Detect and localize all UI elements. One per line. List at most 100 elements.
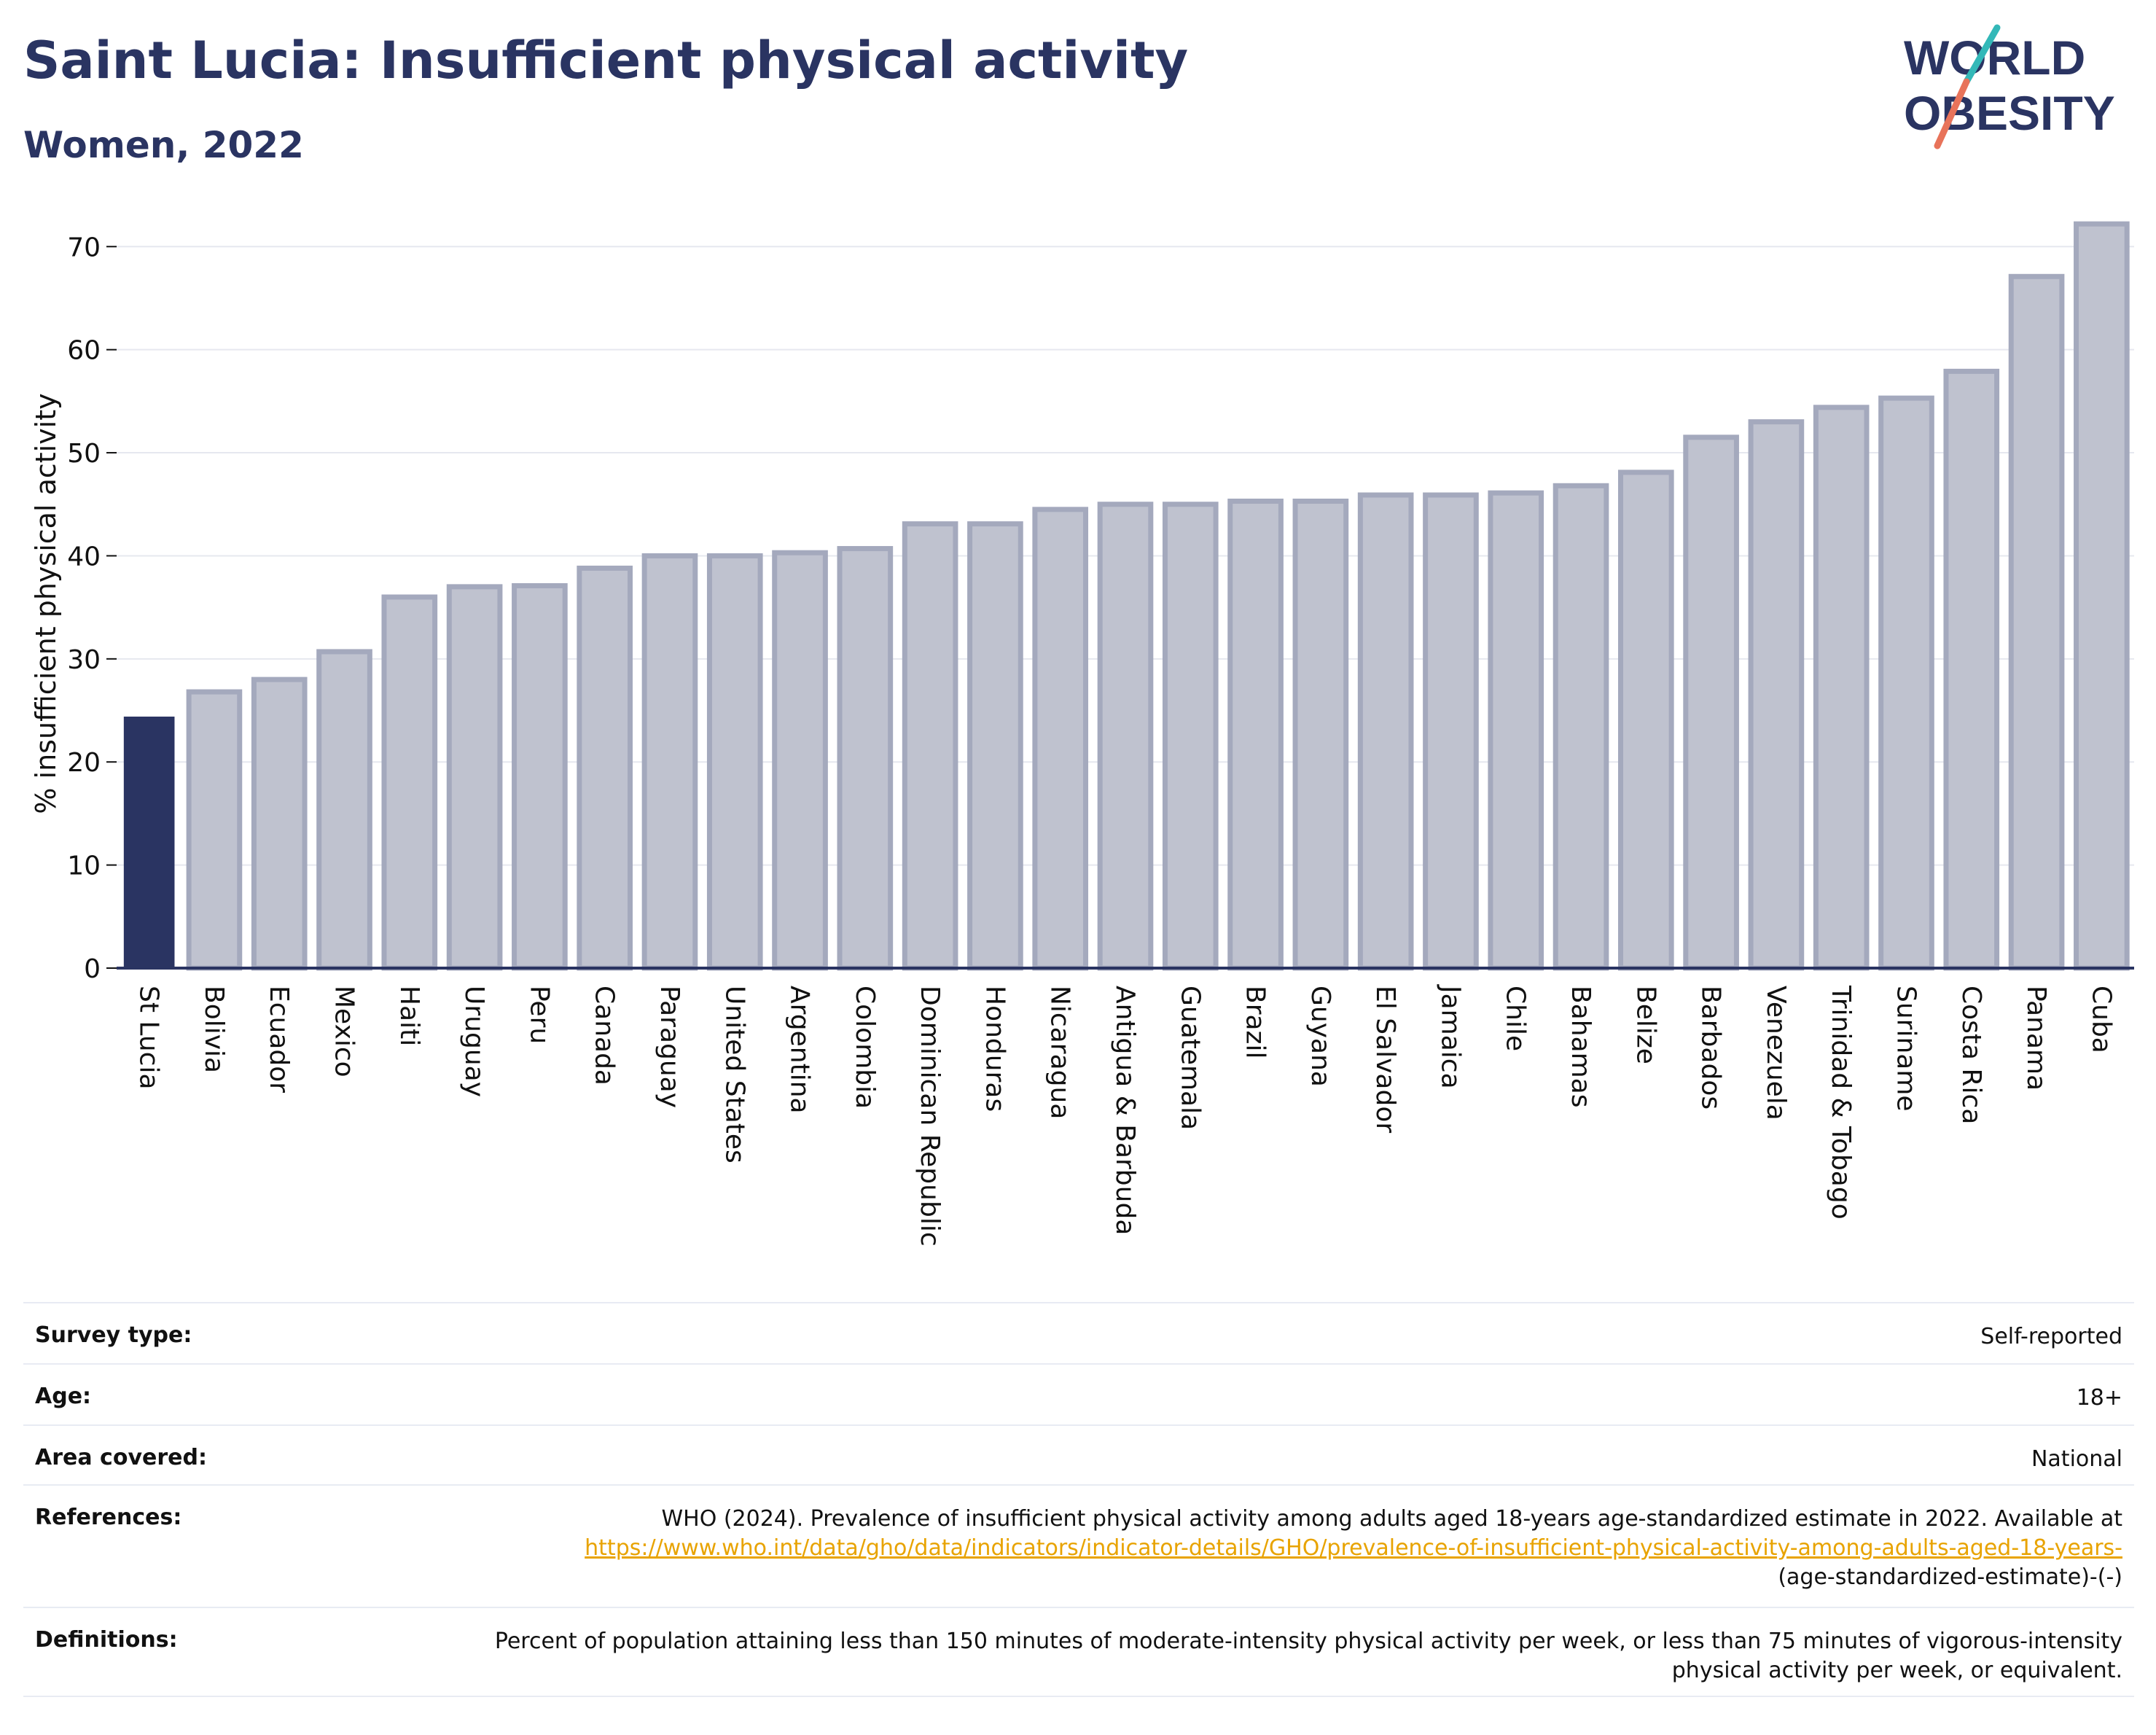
- x-tick-label: Barbados: [1696, 986, 1726, 1110]
- meta-label: Area covered:: [35, 1445, 207, 1470]
- bar-costa-rica: [1943, 368, 2000, 971]
- bar-peru: [512, 582, 568, 971]
- bar-guatemala: [1162, 502, 1219, 971]
- bar-suriname: [1878, 395, 1934, 971]
- bar-united-states: [706, 553, 763, 971]
- chart-title: Saint Lucia: Insufficient physical activ…: [23, 31, 1189, 90]
- x-tick-label: Honduras: [980, 986, 1009, 1112]
- bar-mexico: [316, 649, 372, 971]
- x-tick-label: Peru: [524, 986, 554, 1044]
- x-tick-label: Uruguay: [459, 986, 489, 1097]
- bar-barbados: [1683, 434, 1739, 971]
- bar-chart: 0 10 20 30 40 50 60 70 St Lucia Bolivia Ecuador Mex…: [30, 221, 2134, 1247]
- bar-venezuela: [1748, 419, 1805, 971]
- logo-text-obesity: OBESITY: [1904, 86, 2115, 140]
- logo-text-world: WORLD: [1904, 31, 2085, 85]
- x-tick-label: Costa Rica: [1956, 986, 1986, 1124]
- x-tick-label: Belize: [1630, 986, 1660, 1064]
- bar-trinidad-tobago: [1813, 405, 1870, 971]
- bar-el-salvador: [1357, 492, 1414, 971]
- x-tick-label: Cuba: [2086, 986, 2116, 1053]
- meta-row-definitions: Definitions: Percent of population attai…: [23, 1607, 2134, 1697]
- x-tick-label: Guyana: [1305, 986, 1335, 1087]
- x-tick-label: Haiti: [394, 986, 424, 1046]
- bar-paraguay: [641, 553, 698, 971]
- logo-slash-coral: [1934, 78, 1970, 149]
- x-tick-label: Dominican Republic: [915, 986, 945, 1247]
- bar-cuba: [2074, 221, 2130, 971]
- bar-antigua-barbuda: [1097, 502, 1154, 971]
- x-tick-label: Argentina: [785, 986, 815, 1114]
- bar-bolivia: [186, 689, 243, 971]
- meta-row-area-covered: Area covered: National: [23, 1424, 2134, 1484]
- meta-value: WHO (2024). Prevalence of insufficient p…: [534, 1505, 2122, 1592]
- meta-row-age: Age: 18+: [23, 1363, 2134, 1424]
- x-tick-label: Canada: [590, 986, 620, 1085]
- x-tick-label: Venezuela: [1761, 986, 1791, 1120]
- x-tick-label: El Salvador: [1370, 986, 1400, 1133]
- bar-colombia: [837, 546, 894, 971]
- x-tick-label: Brazil: [1241, 986, 1270, 1058]
- meta-label: References:: [35, 1505, 182, 1530]
- y-tick-label: 10: [67, 851, 101, 881]
- logo-slash-teal: [1963, 24, 2001, 85]
- bar-dominican-republic: [902, 521, 958, 971]
- x-tick-label: Paraguay: [655, 986, 684, 1108]
- meta-label: Survey type:: [35, 1322, 192, 1348]
- meta-row-references: References: WHO (2024). Prevalence of in…: [23, 1484, 2134, 1607]
- bar-honduras: [967, 521, 1023, 971]
- reference-text: WHO (2024). Prevalence of insufficient p…: [661, 1506, 2122, 1532]
- bar-haiti: [381, 594, 438, 971]
- x-tick-label: Jamaica: [1435, 984, 1465, 1089]
- y-tick-label: 40: [67, 542, 101, 572]
- bar-canada: [577, 565, 633, 971]
- bar-ecuador: [251, 677, 308, 971]
- meta-label: Definitions:: [35, 1627, 178, 1653]
- y-tick-label: 0: [84, 954, 101, 984]
- meta-value: Self-reported: [1980, 1324, 2122, 1349]
- bar-chile: [1488, 490, 1544, 971]
- bar-guyana: [1292, 499, 1349, 971]
- bar-st-lucia: [123, 717, 175, 968]
- x-tick-label: Colombia: [850, 986, 880, 1109]
- meta-row-survey-type: Survey type: Self-reported: [23, 1302, 2134, 1363]
- reference-link[interactable]: https://www.who.int/data/gho/data/indica…: [585, 1535, 2122, 1561]
- y-tick-label: 70: [67, 233, 101, 262]
- x-tick-label: Ecuador: [264, 986, 294, 1093]
- bar-bahamas: [1552, 483, 1609, 971]
- x-tick-label: Bahamas: [1566, 986, 1595, 1108]
- reference-text-suffix: (age-standardized-estimate)-(-): [1778, 1564, 2122, 1590]
- x-tick-label: United States: [719, 986, 749, 1163]
- bar-panama: [2008, 273, 2065, 971]
- bar-belize: [1617, 469, 1674, 971]
- y-tick-label: 60: [67, 336, 101, 366]
- x-tick-label: Guatemala: [1175, 986, 1205, 1130]
- chart-subtitle: Women, 2022: [23, 124, 304, 166]
- meta-value: 18+: [2076, 1385, 2122, 1411]
- x-tick-label: Chile: [1501, 986, 1531, 1051]
- bar-jamaica: [1423, 492, 1479, 971]
- x-tick-label: Trinidad & Tobago: [1826, 985, 1856, 1220]
- bar-brazil: [1227, 499, 1284, 971]
- bar-layer: [123, 221, 2130, 971]
- axis-layer: 0 10 20 30 40 50 60 70 St Lucia Bolivia Ecuador Mex…: [67, 233, 2134, 1247]
- bar-argentina: [772, 550, 828, 971]
- x-tick-label: Nicaragua: [1045, 986, 1075, 1119]
- meta-value: Percent of population attaining less tha…: [494, 1629, 2122, 1683]
- x-tick-label: Mexico: [329, 986, 359, 1077]
- meta-value: National: [2031, 1446, 2122, 1472]
- metadata-table: Survey type: Self-reported Age: 18+ Area…: [23, 1302, 2134, 1697]
- x-tick-label: Bolivia: [199, 986, 229, 1073]
- y-axis-label: % insufficient physical activity: [30, 393, 62, 814]
- world-obesity-logo: WORLD OBESITY: [1904, 24, 2115, 149]
- x-tick-label: St Lucia: [134, 986, 164, 1090]
- y-tick-label: 20: [67, 748, 101, 778]
- x-tick-label: Antigua & Barbuda: [1110, 986, 1140, 1235]
- y-tick-label: 50: [67, 439, 101, 469]
- meta-label: Age:: [35, 1384, 92, 1409]
- y-tick-label: 30: [67, 645, 101, 675]
- x-tick-label: Suriname: [1891, 986, 1921, 1112]
- bar-uruguay: [446, 584, 503, 971]
- x-tick-label: Panama: [2021, 986, 2051, 1091]
